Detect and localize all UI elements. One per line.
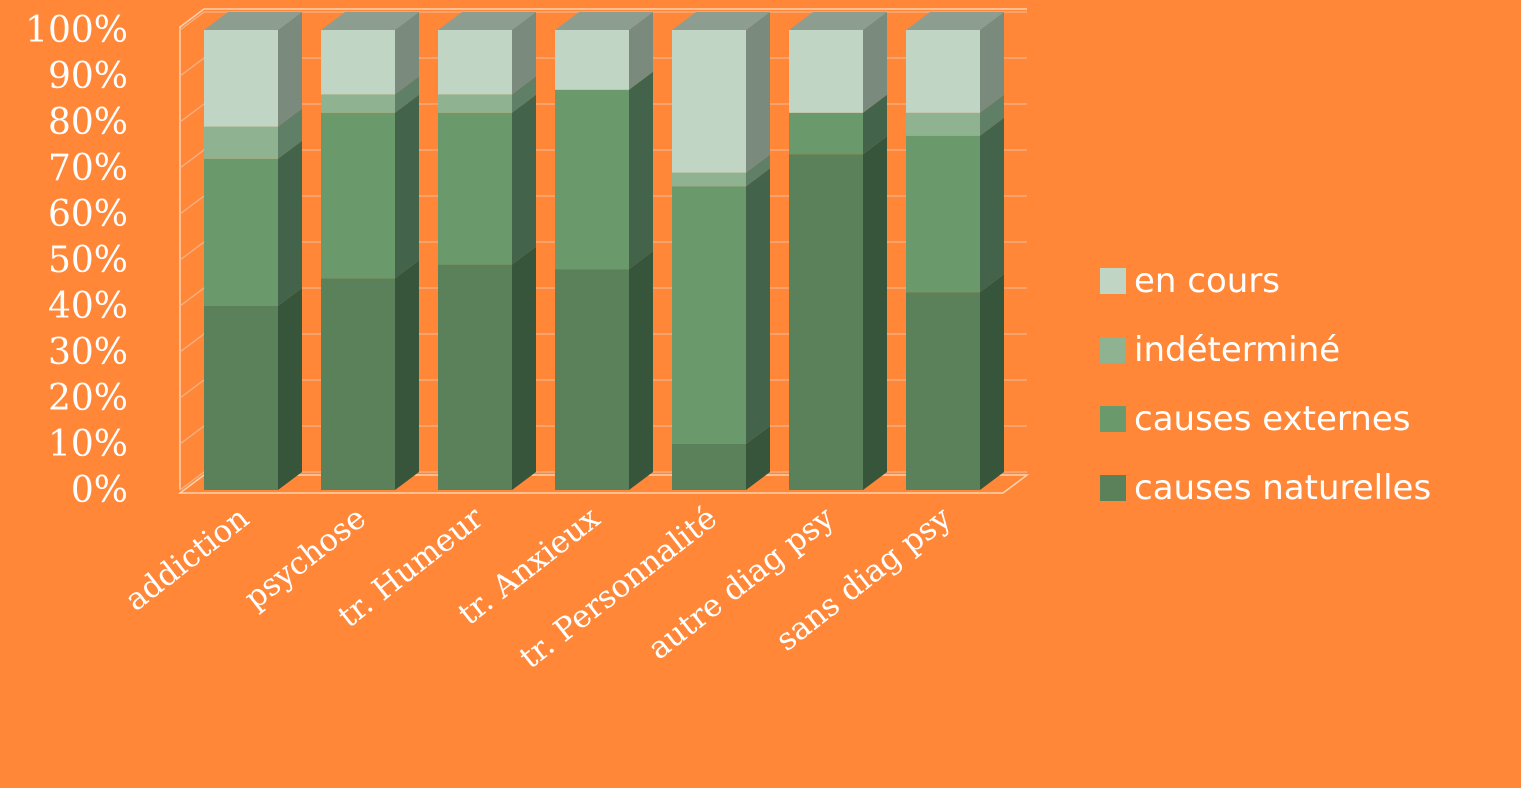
legend-label: causes naturelles [1134,468,1431,508]
legend-label: indéterminé [1134,330,1340,370]
bar-segment-side [980,94,1004,136]
bar-segment-side [980,117,1004,293]
y-tick-label: 80% [48,102,128,143]
x-category-label: addiction [118,500,256,619]
bar-segment-side [278,140,302,306]
bar-segment-side [863,12,887,113]
bar-segment-front [204,126,278,159]
bar-segment-side [746,168,770,444]
legend: en cours indéterminé causes externes causes… [1100,261,1431,508]
bar-top [672,12,770,30]
bar-segment-front [204,158,278,306]
bar-segment-front [672,30,746,173]
legend-swatch [1100,406,1126,432]
bar-segment-side [512,12,536,95]
floor-outline [177,474,1030,494]
bar-segment-front [438,264,512,490]
bar-top [555,12,653,30]
bar-segment-side [863,136,887,490]
bar-top [321,12,419,30]
bar-top [204,12,302,30]
bar-segment-front [321,30,395,95]
bar-top [789,12,887,30]
y-tick-label: 10% [48,424,128,465]
y-tick-label: 70% [48,148,128,189]
bar-segment-front [438,94,512,113]
bar-segment-side [980,12,1004,113]
bar-segment-side [980,274,1004,490]
bar-segment-side [629,71,653,270]
bar-segment-front [672,186,746,444]
bar-segment-front [321,112,395,279]
bar-segment-side [512,94,536,265]
chart-walls [177,8,1030,494]
bar-segment-side [395,94,419,279]
y-tick-label: 20% [48,378,128,419]
bar-segment-front [204,30,278,127]
bar-segment-side [395,12,419,95]
bar-segment-front [789,112,863,155]
legend-swatch [1100,475,1126,501]
y-tick-label: 40% [48,286,128,327]
bar-segment-front [438,30,512,95]
legend-swatch [1100,268,1126,294]
bar-segment-front [204,306,278,490]
bar-segment-side [746,426,770,490]
bar-segment-front [672,444,746,490]
y-tick-label: 30% [48,332,128,373]
bar-segment-front [789,154,863,490]
y-tick-label: 50% [48,240,128,281]
bar-segment-front [321,94,395,113]
legend-swatch [1100,337,1126,363]
bar-segment-front [555,89,629,270]
bar-segment-front [438,112,512,265]
bar-segment-side [278,288,302,490]
bar-segment-side [395,260,419,490]
bar-segment-front [906,112,980,136]
y-tick-label: 0% [71,470,128,511]
bar-segment-front [672,172,746,187]
bar-segment-side [512,246,536,490]
bar-segment-side [278,108,302,159]
y-axis-ticks: 0% 10% 20% 30% 40% 50% 60% 70% 80% 90% 100% [25,10,128,511]
bar-segment-front [555,269,629,490]
bar-segment-side [395,76,419,113]
bar-top [438,12,536,30]
x-category-label: tr. Personnalité [513,500,724,676]
bar-segment-side [629,251,653,490]
bar-segment-side [746,154,770,187]
bar-segment-front [789,30,863,113]
bar-segment-side [863,94,887,155]
bar-segment-front [906,292,980,490]
bar-segment-side [629,12,653,90]
y-tick-label: 90% [48,56,128,97]
back-wall-outline [179,8,1027,490]
legend-label: causes externes [1134,399,1410,439]
bar-segment-side [512,76,536,113]
bar-segment-front [906,135,980,293]
legend-label: en cours [1134,261,1280,301]
bar-segment-front [906,30,980,113]
bars [204,12,1004,490]
y-tick-label: 60% [48,194,128,235]
bar-top [906,12,1004,30]
y-tick-label: 100% [25,10,128,51]
bar-segment-front [555,30,629,90]
bar-segment-side [278,12,302,127]
bar-segment-side [746,12,770,173]
bar-segment-front [321,278,395,490]
